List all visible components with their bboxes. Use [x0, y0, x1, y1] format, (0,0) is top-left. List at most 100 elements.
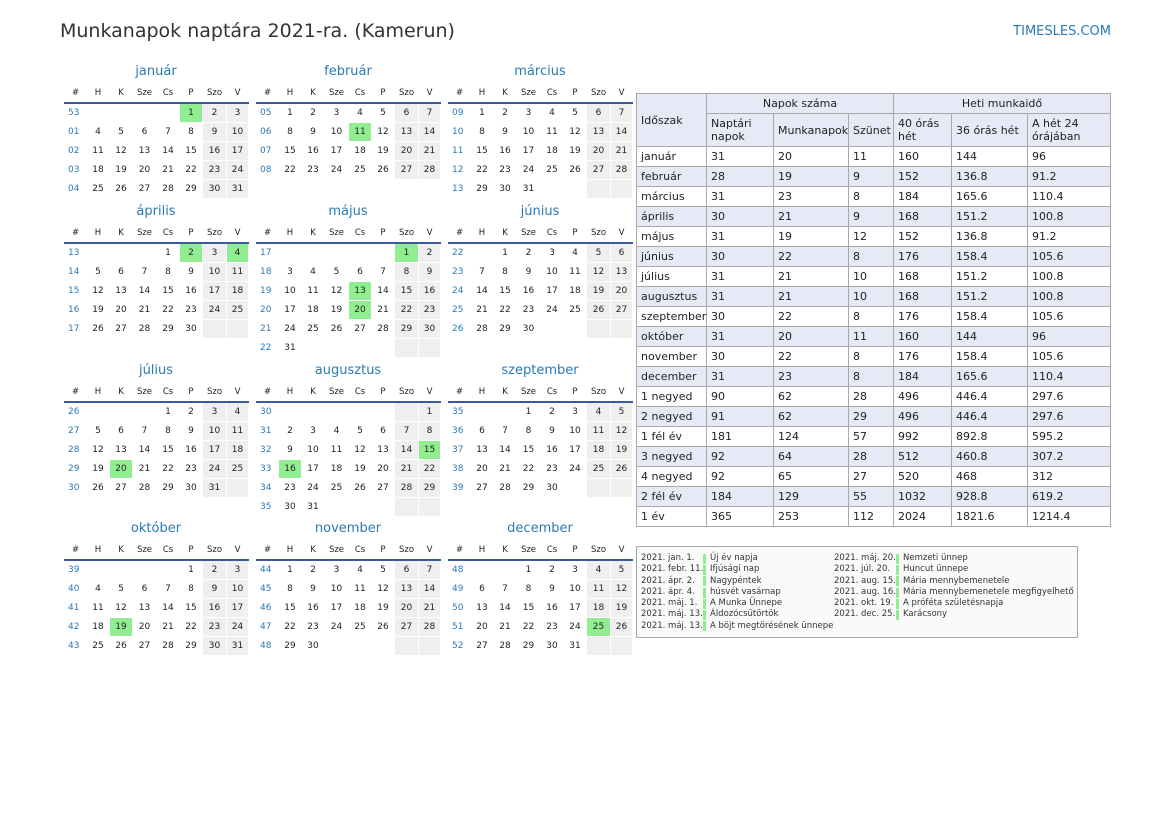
- value-cell: 151.2: [951, 266, 1028, 287]
- week-number: 33: [256, 459, 279, 479]
- summary-row: december 31 23 8 184 165.6 110.4: [636, 366, 1111, 387]
- week-number: 20: [256, 300, 279, 320]
- day-cell: [86, 102, 110, 123]
- holiday-marker: [703, 587, 706, 598]
- month-table: # H K Sze Cs P Szo V 39 1 2 3 40 4 5 6 7 8 9 10 41 11 12 13 14 15…: [64, 541, 249, 656]
- day-cell: 22: [516, 459, 541, 479]
- header-days-off: Szünet: [848, 113, 894, 147]
- day-cell: 20: [470, 617, 494, 637]
- weekday-header: Cs: [348, 224, 372, 244]
- weekday-header: V: [226, 224, 249, 244]
- day-cell: 30: [179, 319, 203, 339]
- day-cell: 18: [86, 160, 110, 180]
- period-cell: augusztus: [636, 286, 707, 307]
- summary-row: január 31 20 11 160 144 96: [636, 146, 1111, 167]
- day-cell: 15: [156, 281, 180, 301]
- value-cell: 27: [848, 466, 894, 487]
- day-cell: 19: [586, 281, 611, 301]
- day-cell: 10: [202, 421, 227, 441]
- summary-row: 4 negyed 92 65 27 520 468 312: [636, 466, 1111, 487]
- day-cell: 12: [324, 281, 349, 301]
- day-cell: 17: [324, 598, 349, 618]
- day-cell: 24: [563, 617, 587, 637]
- value-cell: 512: [893, 446, 952, 467]
- value-cell: 64: [773, 446, 849, 467]
- week-number: 36: [448, 421, 471, 441]
- week-row: 49 6 7 8 9 10 11 12: [448, 579, 633, 599]
- week-row: 26 1 2 3 4: [64, 401, 249, 422]
- month-name: augusztus: [314, 363, 382, 378]
- day-cell: 20: [109, 459, 133, 479]
- day-cell: 6: [132, 579, 157, 599]
- holiday-name: A böjt megtörésének ünnepe: [710, 620, 834, 631]
- value-cell: 365: [706, 506, 774, 527]
- day-cell: 17: [516, 141, 541, 161]
- day-cell: 10: [324, 122, 349, 142]
- value-cell: 23: [773, 186, 849, 207]
- holiday-name: húsvét vasárnap: [710, 586, 781, 597]
- day-cell: 24: [516, 160, 541, 180]
- summary-row: szeptember 30 22 8 176 158.4 105.6: [636, 306, 1111, 327]
- holiday-item: 2021. júl. 20. Huncut ünnepe: [834, 564, 1074, 575]
- month-table: # H K Sze Cs P Szo V 22 1 2 3 4 5 6 23 7 8 9 10 11 12 13 24 14 15…: [448, 224, 633, 339]
- day-cell: [132, 559, 157, 580]
- value-cell: 22: [773, 306, 849, 327]
- month-table: # H K Sze Cs P Szo V 17 1 2 18 3 4 5 6 7 8 9 19 10 11 12 13 14 15…: [256, 224, 441, 358]
- week-row: 35 1 2 3 4 5: [448, 401, 633, 422]
- week-row: 13 29 30 31: [448, 179, 633, 199]
- value-cell: 105.6: [1027, 306, 1111, 327]
- day-cell: 21: [610, 141, 633, 161]
- day-cell: 9: [202, 122, 227, 142]
- day-cell: 30: [540, 636, 564, 656]
- weekday-header: Cs: [348, 84, 372, 104]
- day-cell: 16: [179, 281, 203, 301]
- day-cell: 12: [586, 262, 611, 282]
- day-cell: [371, 497, 395, 517]
- day-cell: 8: [418, 421, 441, 441]
- month-table: # H K Sze Cs P Szo V 48 1 2 3 4 5 49 6 7 8 9 10 11 12 50 13 14 15…: [448, 541, 633, 656]
- day-cell: 27: [394, 617, 419, 637]
- day-cell: 17: [226, 141, 249, 161]
- month-name: december: [507, 521, 573, 536]
- week-number: 48: [448, 559, 471, 580]
- day-cell: 11: [348, 122, 372, 142]
- value-cell: 92: [706, 466, 774, 487]
- day-cell: 30: [179, 478, 203, 498]
- weekday-header: Cs: [156, 224, 180, 244]
- day-cell: 27: [371, 478, 395, 498]
- day-cell: 3: [563, 401, 587, 422]
- month-name: október: [130, 521, 182, 536]
- site-link[interactable]: TIMESLES.COM: [1013, 24, 1111, 39]
- weekday-header: P: [179, 84, 203, 104]
- week-row: 17 26 27 28 29 30: [64, 319, 249, 339]
- day-cell: 12: [610, 579, 633, 599]
- weekday-header: V: [610, 383, 633, 403]
- holiday-marker: [703, 576, 706, 587]
- week-number: 52: [448, 636, 471, 656]
- day-cell: 22: [394, 300, 419, 320]
- day-cell: 24: [324, 617, 349, 637]
- holiday-date: 2021. júl. 20.: [834, 564, 891, 575]
- summary-row: február 28 19 9 152 136.8 91.2: [636, 166, 1111, 187]
- day-cell: 12: [109, 598, 133, 618]
- day-cell: 30: [540, 478, 564, 498]
- day-cell: [586, 636, 611, 656]
- value-cell: 10: [848, 286, 894, 307]
- day-cell: [586, 319, 611, 339]
- day-cell: 26: [86, 478, 110, 498]
- day-cell: 14: [156, 598, 180, 618]
- day-cell: 31: [563, 636, 587, 656]
- day-cell: 25: [301, 319, 325, 339]
- weekday-header: Szo: [202, 84, 227, 104]
- day-cell: [132, 102, 157, 123]
- value-cell: 312: [1027, 466, 1111, 487]
- day-cell: 18: [226, 281, 249, 301]
- period-cell: 1 negyed: [636, 386, 707, 407]
- day-cell: 6: [132, 122, 157, 142]
- day-cell: [348, 338, 372, 358]
- month-calendar: február # H K Sze Cs P Szo V 05 1 2 3 4 5 6 7 06 8 9 10 11 12 1…: [256, 64, 441, 180]
- weekday-header: K: [493, 224, 517, 244]
- day-cell: 14: [371, 281, 395, 301]
- day-cell: 5: [563, 102, 587, 123]
- period-cell: február: [636, 166, 707, 187]
